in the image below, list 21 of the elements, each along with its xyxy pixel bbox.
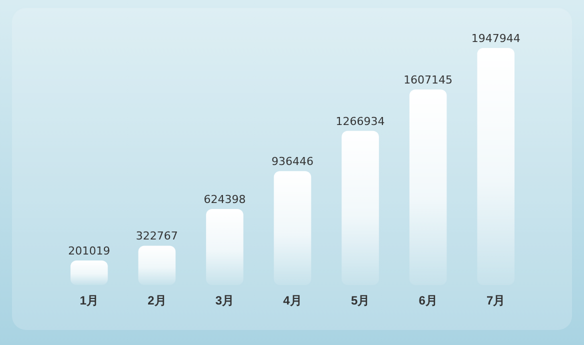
bar bbox=[70, 260, 108, 285]
bar bbox=[409, 89, 447, 285]
data-label: 322767 bbox=[136, 230, 178, 243]
bar bbox=[342, 130, 379, 285]
bar bbox=[274, 171, 312, 285]
x-tick-label: 1月 bbox=[80, 294, 98, 308]
x-tick-label: 6月 bbox=[418, 294, 438, 308]
bar bbox=[477, 48, 514, 285]
data-label: 624398 bbox=[204, 193, 246, 206]
bar bbox=[206, 209, 244, 285]
data-label: 1266934 bbox=[336, 114, 385, 128]
x-tick-label: 5月 bbox=[350, 294, 370, 308]
x-tick-label: 4月 bbox=[283, 294, 302, 308]
data-label: 1607145 bbox=[404, 73, 453, 86]
data-label: 936446 bbox=[272, 155, 314, 168]
x-tick-label: 2月 bbox=[148, 294, 166, 308]
x-tick-label: 7月 bbox=[486, 294, 506, 308]
data-label: 201019 bbox=[68, 244, 110, 258]
x-tick-label: 3月 bbox=[215, 294, 234, 308]
bar bbox=[138, 246, 176, 285]
data-label: 1947944 bbox=[471, 32, 520, 45]
